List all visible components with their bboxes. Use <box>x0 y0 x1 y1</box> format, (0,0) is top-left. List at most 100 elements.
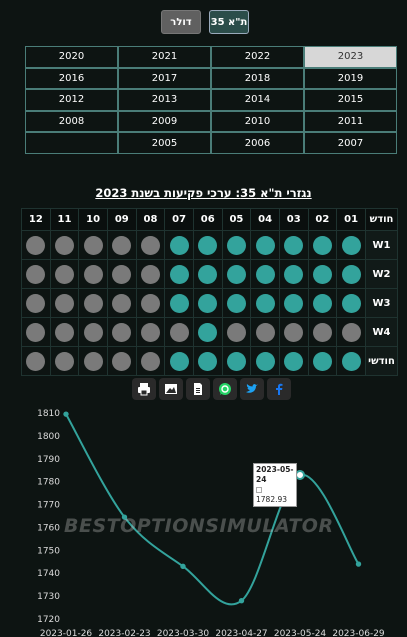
expiry-dot-inactive[interactable] <box>26 236 46 255</box>
grid-cell <box>106 288 137 318</box>
facebook-icon[interactable] <box>267 378 291 400</box>
expiry-dot-inactive[interactable] <box>284 323 304 342</box>
expiry-dot-inactive[interactable] <box>112 236 132 255</box>
expiry-dot-active[interactable] <box>198 265 218 284</box>
expiry-dot-inactive[interactable] <box>83 352 103 371</box>
year-2009-button[interactable]: 2009 <box>118 110 211 133</box>
expiry-dot-inactive[interactable] <box>112 265 132 284</box>
year-2019-button[interactable]: 2019 <box>304 67 397 90</box>
expiry-dot-active[interactable] <box>284 236 304 255</box>
year-2022-button[interactable]: 2022 <box>211 46 304 68</box>
year-2005-button[interactable]: 2005 <box>118 132 211 154</box>
expiry-dot-inactive[interactable] <box>112 323 132 342</box>
year-2007-button[interactable]: 2007 <box>304 132 397 154</box>
x-tick-label: 2023-03-30 <box>157 629 210 637</box>
expiry-dot-inactive[interactable] <box>83 265 103 284</box>
ta35-button[interactable]: ת"א 35 <box>209 10 249 34</box>
expiry-dot-active[interactable] <box>169 294 189 313</box>
year-2006-button[interactable]: 2006 <box>211 132 304 154</box>
year-2016-button[interactable]: 2016 <box>25 67 118 90</box>
document-icon[interactable] <box>186 378 210 400</box>
expiry-dot-active[interactable] <box>255 265 275 284</box>
expiry-dot-inactive[interactable] <box>140 352 160 371</box>
expiry-dot-inactive[interactable] <box>54 236 74 255</box>
expiry-dot-active[interactable] <box>255 236 275 255</box>
year-2018-button[interactable]: 2018 <box>211 67 304 90</box>
expiry-dot-inactive[interactable] <box>140 323 160 342</box>
expiry-dot-inactive[interactable] <box>54 294 74 313</box>
expiry-dot-active[interactable] <box>198 294 218 313</box>
expiry-dot-inactive[interactable] <box>112 352 132 371</box>
grid-cell <box>135 317 166 347</box>
expiry-dot-active[interactable] <box>169 236 189 255</box>
expiry-dot-active[interactable] <box>341 352 361 371</box>
expiry-dot-inactive[interactable] <box>312 323 332 342</box>
expiry-dot-active[interactable] <box>226 352 246 371</box>
expiry-dot-active[interactable] <box>341 236 361 255</box>
year-2011-button[interactable]: 2011 <box>304 110 397 133</box>
image-icon[interactable] <box>159 378 183 400</box>
expiry-dot-active[interactable] <box>284 294 304 313</box>
year-2012-button[interactable]: 2012 <box>25 89 118 111</box>
expiry-dot-active[interactable] <box>341 265 361 284</box>
expiry-dot-active[interactable] <box>198 236 218 255</box>
expiry-dot-inactive[interactable] <box>54 352 74 371</box>
year-2020-button[interactable]: 2020 <box>25 46 118 68</box>
price-chart: 1720 1730 1740 1750 1760 1770 1780 1790 1800 1810… <box>37 409 385 637</box>
data-point[interactable] <box>355 561 362 567</box>
expiry-dot-inactive[interactable] <box>169 323 189 342</box>
expiry-dot-active[interactable] <box>255 352 275 371</box>
expiry-dot-inactive[interactable] <box>226 323 246 342</box>
expiry-dot-active[interactable] <box>341 294 361 313</box>
data-point[interactable] <box>238 597 245 604</box>
expiry-dot-active[interactable] <box>169 352 189 371</box>
expiry-dot-inactive[interactable] <box>83 294 103 313</box>
year-2013-button[interactable]: 2013 <box>118 89 211 111</box>
expiry-dot-inactive[interactable] <box>140 236 160 255</box>
grid-cell <box>192 346 223 376</box>
expiry-dot-inactive[interactable] <box>26 294 46 313</box>
expiry-dot-active[interactable] <box>255 294 275 313</box>
whatsapp-icon[interactable] <box>213 378 237 400</box>
print-icon[interactable] <box>132 378 156 400</box>
expiry-dot-active[interactable] <box>312 265 332 284</box>
data-point[interactable] <box>121 514 128 520</box>
expiry-dot-inactive[interactable] <box>140 265 160 284</box>
year-2008-button[interactable]: 2008 <box>25 110 118 133</box>
expiry-dot-active[interactable] <box>312 294 332 313</box>
year-2023-button[interactable]: 2023 <box>304 46 397 68</box>
expiry-dot-active[interactable] <box>226 265 246 284</box>
expiry-dot-inactive[interactable] <box>54 323 74 342</box>
expiry-dot-active[interactable] <box>226 294 246 313</box>
expiry-dot-inactive[interactable] <box>140 294 160 313</box>
expiry-dot-active[interactable] <box>226 236 246 255</box>
data-point[interactable] <box>295 469 305 480</box>
year-2010-button[interactable]: 2010 <box>211 110 304 133</box>
year-2014-button[interactable]: 2014 <box>211 89 304 111</box>
x-tick-label: 2023-01-26 <box>40 629 93 637</box>
year-2021-button[interactable]: 2021 <box>118 46 211 68</box>
expiry-dot-active[interactable] <box>198 323 218 342</box>
expiry-dot-active[interactable] <box>169 265 189 284</box>
expiry-dot-inactive[interactable] <box>26 352 46 371</box>
year-2015-button[interactable]: 2015 <box>304 89 397 111</box>
expiry-dot-inactive[interactable] <box>54 265 74 284</box>
usd-button[interactable]: דולר <box>161 10 201 34</box>
expiry-dot-inactive[interactable] <box>83 323 103 342</box>
year-2017-button[interactable]: 2017 <box>118 67 211 90</box>
expiry-dot-inactive[interactable] <box>83 236 103 255</box>
grid-cell <box>336 346 366 376</box>
expiry-dot-active[interactable] <box>198 352 218 371</box>
expiry-dot-active[interactable] <box>312 352 332 371</box>
expiry-dot-inactive[interactable] <box>341 323 361 342</box>
expiry-dot-inactive[interactable] <box>26 265 46 284</box>
expiry-dot-inactive[interactable] <box>26 323 46 342</box>
data-point[interactable] <box>180 563 186 570</box>
twitter-icon[interactable] <box>240 378 264 400</box>
data-point[interactable] <box>63 411 69 417</box>
expiry-dot-active[interactable] <box>284 352 304 371</box>
expiry-dot-inactive[interactable] <box>112 294 132 313</box>
expiry-dot-active[interactable] <box>312 236 332 255</box>
expiry-dot-active[interactable] <box>284 265 304 284</box>
expiry-dot-inactive[interactable] <box>255 323 275 342</box>
